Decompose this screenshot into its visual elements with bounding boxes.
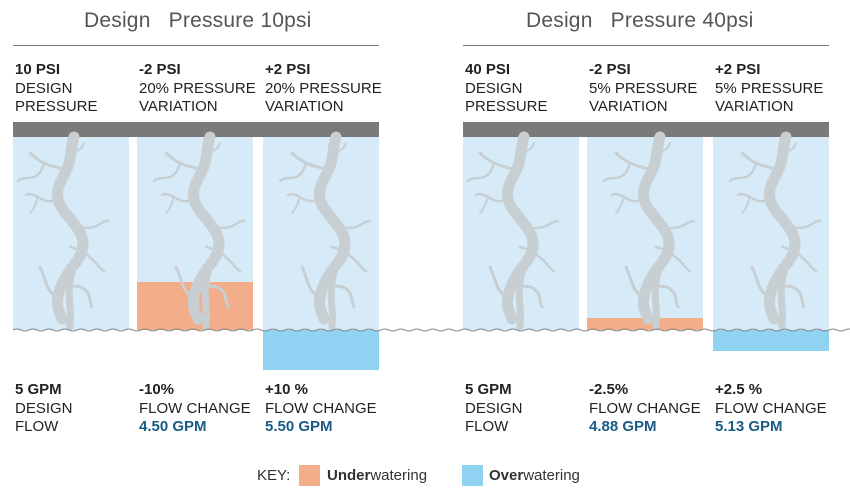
legend-rest: watering xyxy=(523,467,580,484)
pressure-value: 10 PSI xyxy=(15,61,61,78)
flow-gpm-value: 5.13 GPM xyxy=(715,418,783,435)
column-header-40psi-plus: +2 PSI 5% PRESSURE VARIATION xyxy=(715,61,823,117)
header-line: PRESSURE xyxy=(15,98,98,115)
group-title-40psi: Design Pressure 40psi xyxy=(526,9,754,32)
group-title-10psi: Design Pressure 10psi xyxy=(84,9,312,32)
flow-value: 5 GPM xyxy=(465,381,512,398)
flow-change-percent: -2.5% xyxy=(589,381,629,398)
pressure-value: -2 PSI xyxy=(139,61,181,78)
flow-value: 5 GPM xyxy=(15,381,62,398)
column-header-10psi-plus: +2 PSI 20% PRESSURE VARIATION xyxy=(265,61,382,117)
title-divider-10psi xyxy=(13,45,379,46)
column-footer-40psi-design: 5 GPM DESIGN FLOW xyxy=(465,381,523,437)
overwatering-legend: Overwatering xyxy=(489,467,580,484)
column-header-10psi-design: 10 PSI DESIGN PRESSURE xyxy=(15,61,98,117)
flow-change-percent: +10 % xyxy=(265,381,308,398)
soil-surface-line xyxy=(12,328,850,332)
root-icon xyxy=(468,137,558,327)
root-icon xyxy=(730,137,820,327)
header-line: 5% PRESSURE xyxy=(589,79,698,97)
pipe-bar-40psi xyxy=(463,122,829,137)
legend-bold: Over xyxy=(489,467,524,484)
flow-gpm-value: 4.50 GPM xyxy=(139,418,207,435)
underwatering-block-40psi xyxy=(587,318,703,330)
column-footer-10psi-plus: +10 % FLOW CHANGE 5.50 GPM xyxy=(265,381,377,437)
header-line: VARIATION xyxy=(589,98,668,115)
underwatering-swatch xyxy=(299,465,320,486)
pressure-value: -2 PSI xyxy=(589,61,631,78)
header-line: DESIGN xyxy=(465,79,523,97)
header-line: DESIGN xyxy=(15,79,73,97)
footer-line: FLOW CHANGE xyxy=(139,399,251,417)
column-header-40psi-minus: -2 PSI 5% PRESSURE VARIATION xyxy=(589,61,697,117)
pressure-value: +2 PSI xyxy=(715,61,761,78)
footer-line: FLOW xyxy=(15,418,59,435)
underwatering-legend: Underwatering xyxy=(327,467,427,484)
column-footer-40psi-minus: -2.5% FLOW CHANGE 4.88 GPM xyxy=(589,381,701,437)
root-icon xyxy=(604,137,694,327)
column-footer-10psi-minus: -10% FLOW CHANGE 4.50 GPM xyxy=(139,381,251,437)
title-divider-40psi xyxy=(463,45,829,46)
header-line: VARIATION xyxy=(265,98,344,115)
footer-line: DESIGN xyxy=(465,399,523,417)
overwatering-swatch xyxy=(462,465,483,486)
overwatering-block-40psi xyxy=(713,330,829,351)
pressure-value: 40 PSI xyxy=(465,61,511,78)
header-line: PRESSURE xyxy=(465,98,548,115)
footer-line: FLOW CHANGE xyxy=(265,399,377,417)
header-line: 5% PRESSURE xyxy=(715,79,824,97)
header-line: VARIATION xyxy=(139,98,218,115)
pressure-value: +2 PSI xyxy=(265,61,311,78)
root-icon xyxy=(280,137,370,327)
legend-bold: Under xyxy=(327,467,371,484)
key-label: KEY: xyxy=(257,467,291,484)
flow-gpm-value: 5.50 GPM xyxy=(265,418,333,435)
pipe-bar-10psi xyxy=(13,122,379,137)
root-icon xyxy=(154,137,244,327)
legend-rest: watering xyxy=(370,467,428,484)
column-footer-40psi-plus: +2.5 % FLOW CHANGE 5.13 GPM xyxy=(715,381,827,437)
footer-line: FLOW CHANGE xyxy=(589,399,701,417)
column-footer-10psi-design: 5 GPM DESIGN FLOW xyxy=(15,381,73,437)
flow-change-percent: +2.5 % xyxy=(715,381,763,398)
footer-line: FLOW xyxy=(465,418,509,435)
column-header-40psi-design: 40 PSI DESIGN PRESSURE xyxy=(465,61,548,117)
flow-change-percent: -10% xyxy=(139,381,175,398)
overwatering-block-10psi xyxy=(263,330,379,370)
header-line: 20% PRESSURE xyxy=(265,79,382,97)
footer-line: FLOW CHANGE xyxy=(715,399,827,417)
root-icon xyxy=(18,137,108,327)
header-line: 20% PRESSURE xyxy=(139,79,256,97)
column-header-10psi-minus: -2 PSI 20% PRESSURE VARIATION xyxy=(139,61,256,117)
header-line: VARIATION xyxy=(715,98,794,115)
footer-line: DESIGN xyxy=(15,399,73,417)
flow-gpm-value: 4.88 GPM xyxy=(589,418,657,435)
